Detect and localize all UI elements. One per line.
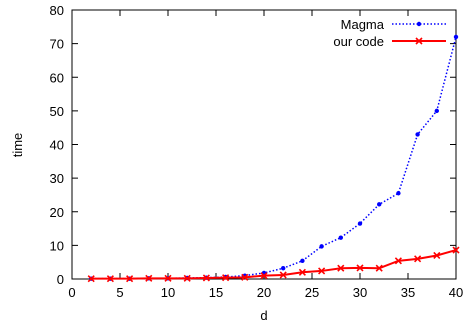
legend-label: Magma — [341, 17, 385, 32]
data-point — [126, 275, 134, 283]
data-point — [434, 108, 439, 114]
data-point — [433, 251, 441, 260]
legend-marker — [415, 37, 423, 45]
data-point — [337, 264, 345, 272]
data-point — [414, 255, 422, 263]
y-axis-label: time — [10, 133, 25, 158]
plot-frame — [71, 9, 457, 280]
data-point — [453, 34, 459, 40]
y-tick-label: 10 — [50, 238, 64, 253]
data-point — [377, 202, 382, 207]
data-point — [279, 271, 287, 279]
data-point — [183, 274, 191, 282]
data-point — [356, 264, 364, 272]
series-our-code — [87, 246, 460, 283]
y-tick-label: 30 — [50, 171, 64, 186]
data-point — [106, 275, 114, 283]
data-point — [375, 264, 383, 272]
series-magma — [89, 34, 459, 281]
x-tick-label: 30 — [353, 285, 367, 300]
series-line — [91, 249, 457, 280]
x-tick-label: 25 — [305, 285, 319, 300]
legend-label: our code — [333, 34, 384, 49]
y-axis: 0 10 20 30 40 50 60 70 80 — [50, 3, 456, 287]
x-tick-label: 35 — [401, 285, 415, 300]
data-point — [281, 266, 286, 271]
data-point — [164, 274, 172, 282]
data-point — [222, 274, 230, 282]
data-point — [260, 272, 268, 280]
data-point — [394, 257, 402, 265]
x-tick-label: 40 — [449, 285, 463, 300]
y-tick-label: 60 — [50, 70, 64, 85]
data-point — [300, 258, 305, 264]
data-point — [318, 267, 326, 275]
series-line — [91, 36, 457, 280]
legend-item: Magma — [341, 17, 446, 32]
y-tick-label: 40 — [50, 138, 64, 153]
data-point — [396, 191, 401, 196]
data-point — [145, 274, 153, 282]
x-axis: 0 5 10 15 20 25 30 35 40 — [68, 10, 463, 300]
y-tick-label: 80 — [50, 3, 64, 18]
y-tick-label: 70 — [50, 37, 64, 52]
legend-marker — [416, 21, 422, 27]
legend: Magma our code — [333, 17, 446, 49]
x-tick-label: 5 — [116, 285, 123, 300]
data-point — [202, 274, 210, 282]
x-tick-label: 10 — [161, 285, 175, 300]
y-tick-label: 50 — [50, 104, 64, 119]
data-point — [338, 235, 343, 240]
y-tick-label: 0 — [57, 272, 64, 287]
data-point — [87, 275, 95, 283]
x-axis-label: d — [260, 308, 267, 323]
x-tick-label: 20 — [257, 285, 271, 300]
x-tick-label: 0 — [68, 285, 75, 300]
series-layer — [87, 34, 460, 283]
data-point — [415, 132, 420, 137]
data-point — [241, 273, 249, 281]
legend-item: our code — [333, 34, 446, 49]
data-point — [357, 221, 363, 226]
data-point — [452, 246, 460, 254]
x-tick-label: 15 — [209, 285, 223, 300]
y-tick-label: 20 — [50, 205, 64, 220]
data-point — [298, 268, 306, 276]
data-point — [319, 244, 324, 249]
